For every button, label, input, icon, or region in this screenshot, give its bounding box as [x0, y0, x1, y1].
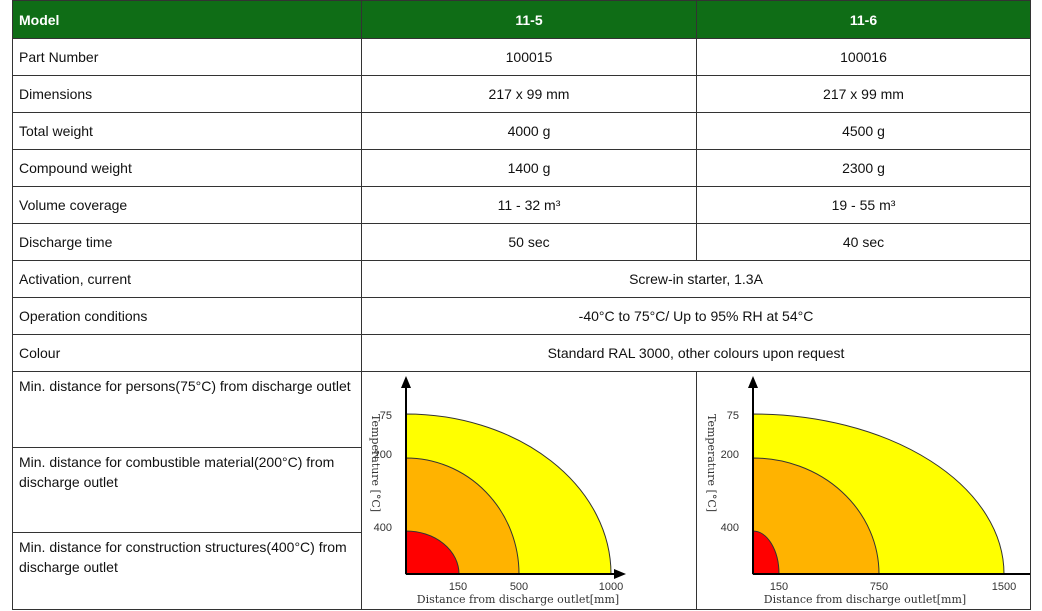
y-tick-label: 200: [721, 449, 739, 461]
y-tick-label: 400: [374, 522, 392, 534]
y-tick-label: 75: [380, 410, 392, 422]
table-row: Operation conditions -40°C to 75°C/ Up to…: [12, 297, 1031, 335]
table-cell: -40°C to 75°C/ Up to 95% RH at 54°C: [361, 297, 1031, 335]
arrow: [748, 376, 758, 388]
x-tick-label: 500: [510, 581, 528, 593]
x-axis-label: Distance from discharge outlet[mm]: [764, 593, 966, 606]
table-cell: Part Number: [12, 38, 362, 76]
header-row: Model 11-5 11-6: [12, 0, 1031, 39]
table-row: Min. distance for persons(75°C) from dis…: [12, 371, 1031, 610]
table-cell: Operation conditions: [12, 297, 362, 335]
table-row: Total weight 4000 g 4500 g: [12, 112, 1031, 150]
y-tick-label: 75: [727, 410, 739, 422]
table-cell: 50 sec: [361, 223, 697, 261]
temperature-zone: [752, 457, 880, 575]
x-tick-label: 1500: [992, 581, 1016, 593]
y-axis-label: Temperature [°C]: [705, 414, 718, 512]
table-row: Min. distance for combustible material(2…: [12, 446, 1031, 534]
temperature-zone: [405, 530, 460, 575]
table-cell: Volume coverage: [12, 186, 362, 224]
table-cell: 100016: [696, 38, 1031, 76]
table-cell: Screw-in starter, 1.3A: [361, 260, 1031, 298]
table-cell: Total weight: [12, 112, 362, 150]
table-cell: Dimensions: [12, 75, 362, 113]
table-cell: Min. distance for combustible material(2…: [12, 446, 362, 534]
table-cell: 4000 g: [361, 112, 697, 150]
x-tick-label: 1000: [599, 581, 623, 593]
x-tick-label: 750: [870, 581, 888, 593]
temperature-zone: [752, 530, 780, 575]
table-cell: 1400 g: [361, 149, 697, 187]
arrow: [401, 376, 411, 388]
table-cell: 40 sec: [696, 223, 1031, 261]
y-tick-label: 400: [721, 522, 739, 534]
table-cell: Activation, current: [12, 260, 362, 298]
table-cell: 19 - 55 m³: [696, 186, 1031, 224]
diagram-cell: 75 200 400 150 750 1500 Distance from discharg…: [696, 371, 1031, 610]
table-row: Volume coverage 11 - 32 m³ 19 - 55 m³: [12, 186, 1031, 224]
y-tick-label: 200: [374, 449, 392, 461]
table-cell: 217 x 99 mm: [696, 75, 1031, 113]
diagram-cell: 75 200 400 150 500 1000 Distance from discharg…: [361, 371, 697, 610]
x-axis-label: Distance from discharge outlet[mm]: [417, 593, 619, 606]
table-cell: Discharge time: [12, 223, 362, 261]
table-row: Compound weight 1400 g 2300 g: [12, 149, 1031, 187]
table-cell: 217 x 99 mm: [361, 75, 697, 113]
table-body: Part Number 100015 100016 Dimensions 217 x 9…: [12, 38, 1031, 610]
table-cell: 2300 g: [696, 149, 1031, 187]
x-tick-label: 150: [770, 581, 788, 593]
temperature-diagram: 75 200 400 150 750 1500 Distance from discharg…: [705, 376, 1030, 606]
x-tick-label: 150: [449, 581, 467, 593]
table-cell: 4500 g: [696, 112, 1031, 150]
table-cell: Colour: [12, 334, 362, 372]
table-row: Part Number 100015 100016: [12, 38, 1031, 76]
table-cell: Standard RAL 3000, other colours upon re…: [361, 334, 1031, 372]
header-cell: Model: [12, 0, 362, 39]
table-row: Activation, current Screw-in starter, 1.3…: [12, 260, 1031, 298]
table-row: Colour Standard RAL 3000, other colours u…: [12, 334, 1031, 372]
table-cell: Min. distance for persons(75°C) from dis…: [12, 371, 362, 448]
table-row: Dimensions 217 x 99 mm 217 x 99 mm: [12, 75, 1031, 113]
table-row: Min. distance for construction structure…: [12, 532, 1031, 610]
table-row: Discharge time 50 sec 40 sec: [12, 223, 1031, 261]
y-axis-label: Temperature [°C]: [369, 414, 382, 512]
table-cell: 11 - 32 m³: [361, 186, 697, 224]
spec-table: Model 11-5 11-6 Part Number 100015 100016 Dim…: [12, 0, 1031, 610]
table-cell: Compound weight: [12, 149, 362, 187]
header-cell: 11-5: [361, 0, 697, 39]
arrow: [614, 569, 626, 579]
table-cell: 100015: [361, 38, 697, 76]
table-cell: Min. distance for construction structure…: [12, 532, 362, 610]
header-cell: 11-6: [696, 0, 1031, 39]
